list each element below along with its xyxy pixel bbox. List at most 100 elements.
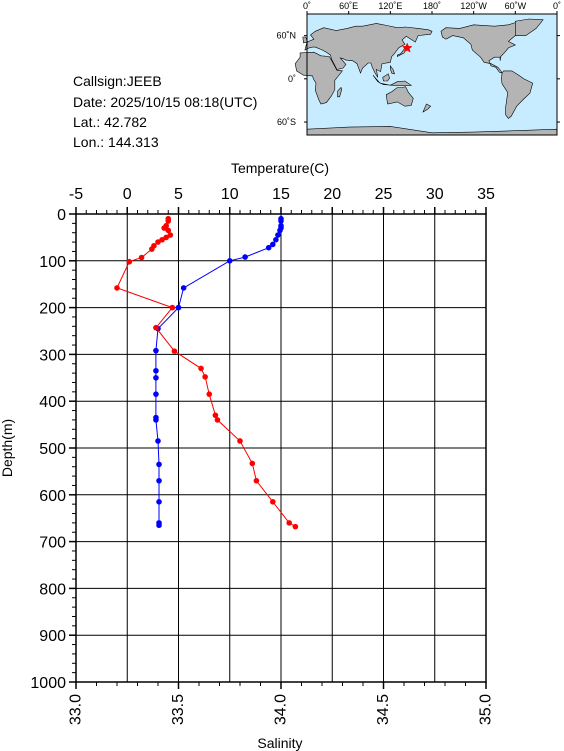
map-lon-labels: 0˚ 60˚E 120˚E 180˚ 120˚W 60˚W 0˚ (303, 1, 561, 11)
salinity-tick-label: 33.0 (68, 694, 85, 725)
depth-tick-labels: 0 100 200 300 400 500 600 700 800 900 1000 (30, 207, 66, 692)
land-shape (389, 65, 395, 75)
depth-tick-label: 400 (39, 394, 66, 411)
depth-tick-label: 500 (39, 441, 66, 458)
temperature-point (275, 232, 281, 238)
temperature-axis-label: Temperature(C) (231, 160, 329, 176)
salinity-point (159, 236, 165, 243)
temperature-point (180, 285, 187, 291)
temperature-tick-label: -5 (69, 186, 83, 203)
depth-tick-label: 1000 (30, 675, 66, 692)
depth-tick-label: 300 (39, 347, 66, 364)
temperature-point (226, 258, 233, 264)
depth-tick-label: 100 (39, 254, 66, 271)
temperature-point (273, 236, 279, 243)
temperature-point (153, 391, 159, 397)
lon-text: Lon.: 144.313 (73, 134, 159, 150)
depth-tick-label: 900 (39, 628, 66, 645)
salinity-point (149, 246, 155, 252)
callsign-text: Callsign:JEEB (73, 73, 162, 89)
temperature-point (156, 477, 162, 484)
land-shape (337, 86, 343, 98)
salinity-point (163, 234, 169, 241)
land-shape (440, 22, 517, 74)
temperature-point (156, 499, 162, 505)
temperature-point (155, 438, 161, 444)
salinity-point (171, 348, 178, 354)
depth-tick-label: 0 (57, 207, 66, 224)
temperature-point (153, 375, 159, 381)
map-land (294, 18, 558, 136)
map-lon-label: 0˚ (303, 1, 311, 11)
station-star (401, 42, 413, 53)
map-lat-label: 60˚N (276, 31, 296, 41)
depth-tick-label: 200 (39, 301, 66, 318)
map-lon-label: 180˚ (423, 1, 441, 11)
salinity-point (165, 227, 172, 234)
salinity-point (237, 438, 243, 444)
salinity-tick-label: 34.0 (273, 694, 290, 725)
land-shape (501, 70, 534, 119)
salinity-point (212, 412, 219, 419)
salinity-point (198, 365, 204, 372)
salinity-point (206, 391, 213, 397)
temperature-point (278, 218, 284, 224)
temperature-point (153, 347, 159, 354)
map-lon-label: 60˚E (339, 1, 358, 11)
salinity-point (165, 218, 172, 224)
map-lat-label: 60˚S (277, 117, 296, 127)
chart-minor-ticks (69, 207, 487, 689)
salinity-axis-label: Salinity (257, 735, 302, 751)
depth-tick-label: 600 (39, 488, 66, 505)
salinity-tick-label: 34.5 (375, 694, 392, 725)
salinity-point (167, 232, 174, 238)
chart-series (114, 215, 299, 530)
temperature-point (156, 522, 162, 529)
temperature-point (153, 417, 159, 423)
temperature-tick-label: 35 (477, 186, 495, 203)
lat-text: Lat.: 42.782 (73, 114, 147, 130)
salinity-point (249, 460, 256, 467)
temperature-point (156, 461, 162, 468)
depth-tick-label: 800 (39, 581, 66, 598)
map-lon-label: 120˚E (378, 1, 402, 11)
salinity-line (116, 218, 296, 528)
profile-chart: -5 0 5 10 15 20 25 30 35 33.0 33.5 34.0 34.5 35.0 01… (0, 160, 495, 751)
temperature-tick-label: 20 (323, 186, 341, 203)
date-text: Date: 2025/10/15 08:18(UTC) (73, 94, 257, 110)
map-lon-label: 0˚ (553, 1, 561, 11)
salinity-point (153, 324, 159, 331)
temperature-point (277, 227, 283, 234)
salinity-point (155, 239, 161, 245)
temperature-point (242, 254, 248, 260)
temperature-tick-labels: -5 0 5 10 15 20 25 30 35 (69, 186, 495, 203)
salinity-point (169, 304, 176, 311)
star-icon (401, 42, 413, 53)
land-shape (385, 86, 414, 107)
chart-grid (76, 214, 486, 682)
temperature-line (155, 218, 282, 526)
land-shape (302, 36, 309, 44)
salinity-point (161, 225, 167, 231)
salinity-tick-labels: 33.0 33.5 34.0 34.5 35.0 (68, 694, 495, 725)
salinity-tick-label: 35.0 (478, 694, 495, 725)
world-map: 0˚ 60˚E 120˚E 180˚ 120˚W 60˚W 0˚ 60˚N 0˚ 60˚S (276, 1, 561, 136)
salinity-point (270, 499, 276, 505)
land-shape (372, 75, 413, 86)
land-shape (304, 23, 433, 78)
temperature-tick-label: 25 (375, 186, 393, 203)
salinity-point (138, 254, 145, 261)
map-lat-labels: 60˚N 0˚ 60˚S (276, 31, 296, 127)
salinity-point (253, 477, 260, 484)
salinity-point (126, 258, 133, 265)
map-lon-label: 60˚W (505, 1, 527, 11)
temperature-tick-label: 15 (272, 186, 290, 203)
land-shape (382, 73, 390, 82)
salinity-point (214, 417, 221, 423)
temperature-point (153, 367, 159, 374)
land-shape (514, 18, 544, 36)
temperature-tick-label: 10 (221, 186, 239, 203)
temperature-point (175, 304, 182, 311)
map-lat-label: 0˚ (288, 74, 296, 84)
